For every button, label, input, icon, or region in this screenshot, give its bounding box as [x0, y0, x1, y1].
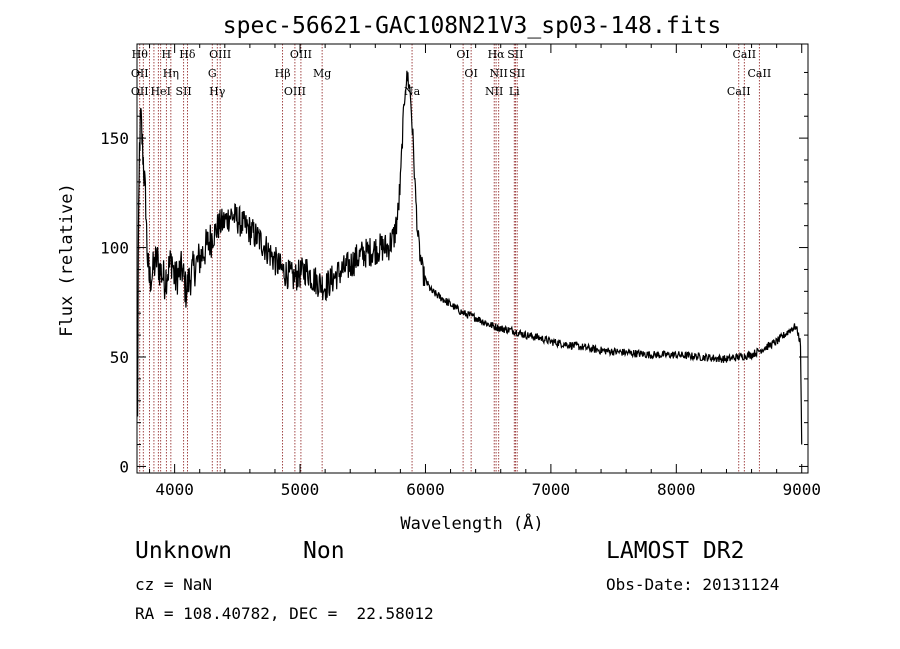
- line-marker-label-12-0: OIII: [209, 48, 231, 61]
- x-tick-label-4: 8000: [657, 480, 696, 499]
- y-tick-label-0: 0: [119, 457, 129, 476]
- line-marker-label-11-0: Hγ: [209, 85, 226, 98]
- obs-date-label: Obs-Date: 20131124: [606, 575, 780, 594]
- line-marker-label-20-0: NII: [485, 85, 503, 98]
- line-marker-label-18-0: OI: [456, 48, 469, 61]
- line-marker-label-5-0: HeI: [150, 85, 170, 98]
- y-tick-label-1: 50: [110, 348, 129, 367]
- line-marker-label-23-0: Li: [509, 85, 520, 98]
- emission-line-markers: [139, 44, 760, 473]
- x-tick-label-0: 4000: [155, 480, 194, 499]
- line-marker-label-8-0: SII: [176, 85, 192, 98]
- line-marker-label-22-0: NII: [490, 67, 508, 80]
- y-tick-label-2: 100: [100, 239, 129, 258]
- x-tick-label-1: 5000: [281, 480, 320, 499]
- y-tick-label-3: 150: [100, 129, 129, 148]
- line-marker-label-14-0: OIII: [284, 85, 306, 98]
- x-tick-label-3: 7000: [532, 480, 571, 499]
- x-tick-label-2: 6000: [406, 480, 445, 499]
- class-label: Unknown: [135, 538, 232, 564]
- line-marker-label-24-0: SII: [507, 48, 523, 61]
- line-marker-label-27-0: CaII: [732, 48, 756, 61]
- line-marker-label-26-0: CaII: [727, 85, 751, 98]
- spectrum-line: [137, 70, 803, 445]
- line-marker-label-17-0: Na: [404, 85, 421, 98]
- chart-title: spec-56621-GAC108N21V3_sp03-148.fits: [223, 13, 722, 39]
- line-marker-label-10-0: G: [208, 67, 217, 80]
- y-axis-label: Flux (relative): [57, 183, 77, 337]
- subclass-label: Non: [303, 538, 345, 564]
- plot-frame: [136, 43, 809, 474]
- chart-axes: [136, 43, 809, 474]
- line-marker-label-28-0: CaII: [748, 67, 772, 80]
- line-marker-label-9-0: Hδ: [179, 48, 196, 61]
- cz-label: cz = NaN: [135, 575, 213, 594]
- line-marker-label-0-1: OII: [131, 67, 149, 80]
- line-marker-label-13-0: Hβ: [275, 67, 291, 80]
- coords-label: RA = 108.40782, DEC = 22.58012: [135, 604, 434, 623]
- axis-ticks: 4000 5000 6000 7000 8000 9000 0 50 100 150: [100, 44, 821, 499]
- line-marker-label-0-2: OII: [131, 85, 149, 98]
- x-axis-label: Wavelength (Å): [400, 512, 543, 534]
- x-tick-label-5: 9000: [782, 480, 821, 499]
- line-marker-label-0-0: Hθ: [132, 48, 149, 61]
- survey-label: LAMOST DR2: [606, 538, 745, 564]
- line-marker-label-19-0: OI: [464, 67, 477, 80]
- line-marker-label-16-0: Mg: [313, 67, 331, 80]
- line-marker-label-21-0: Hα: [488, 48, 506, 61]
- line-marker-label-7-0: Hη: [163, 67, 179, 80]
- line-marker-label-15-0: OIII: [290, 48, 312, 61]
- line-marker-label-6-0: H: [162, 48, 172, 61]
- line-marker-label-25-0: SII: [509, 67, 525, 80]
